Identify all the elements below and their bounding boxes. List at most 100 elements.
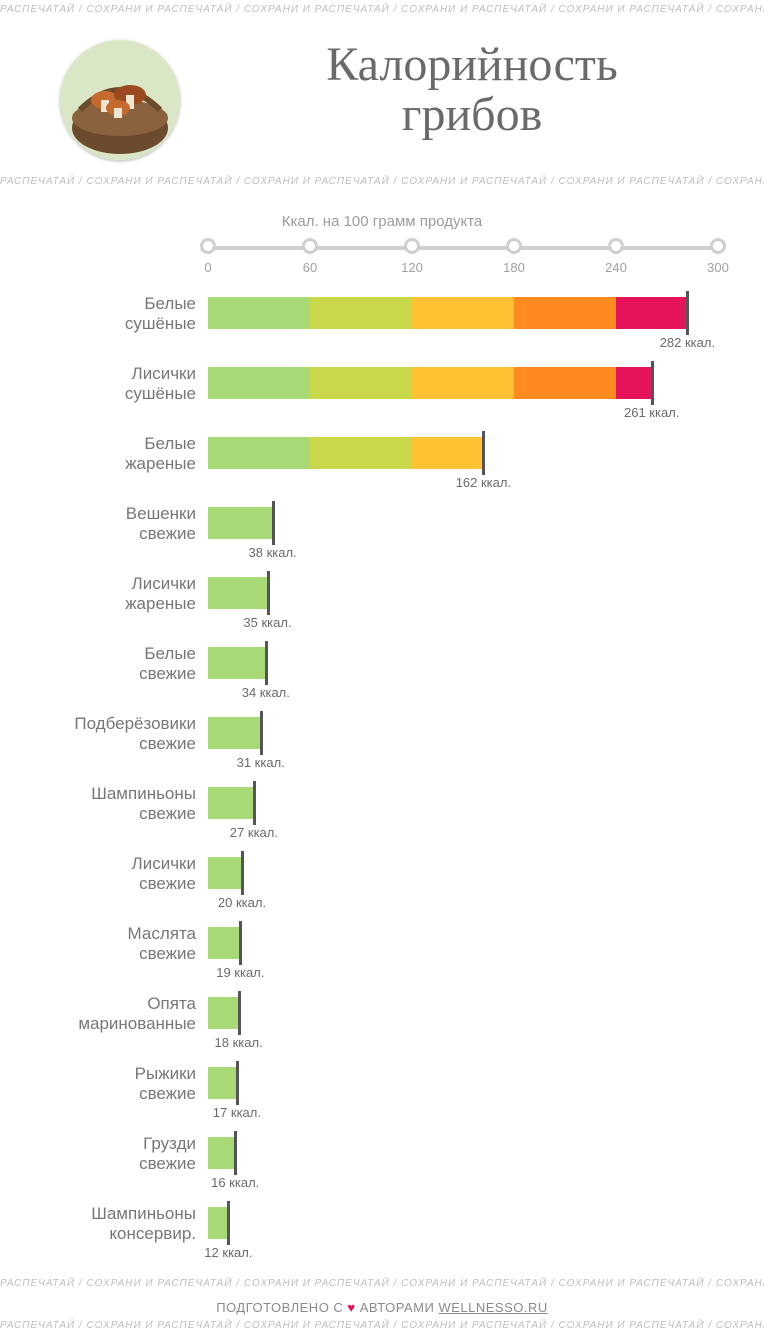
bar-endcap — [234, 1131, 237, 1175]
bar-value-label: 27 ккал. — [230, 825, 278, 840]
row-label: Лисичкижареные — [16, 574, 196, 613]
axis-line — [208, 246, 718, 250]
chart-row: Опятамаринованные18 ккал. — [0, 985, 764, 1055]
footer: ПОДГОТОВЛЕНО С ♥ АВТОРАМИ WELLNESSO.RU — [0, 1300, 764, 1315]
axis-tick-label: 0 — [204, 260, 211, 275]
bar-endcap — [238, 991, 241, 1035]
watermark-header-end: РАСПЕЧАТАЙ / СОХРАНИ И РАСПЕЧАТАЙ / СОХР… — [0, 172, 764, 191]
bar-endcap — [253, 781, 256, 825]
bar-segment — [208, 437, 310, 469]
bar-segment — [208, 997, 239, 1029]
chart-row: Рыжикисвежие 17 ккал. — [0, 1055, 764, 1125]
bar: 27 ккал. — [208, 787, 718, 819]
page-title: Калорийность грибов — [220, 40, 724, 141]
bar-value-label: 35 ккал. — [243, 615, 291, 630]
bar-segment — [616, 297, 687, 329]
chart-row: Шампиньоныконсервир. 12 ккал. — [0, 1195, 764, 1265]
bar-chart: Белыесушёные282 ккал.Лисичкисушёные261 к… — [0, 285, 764, 1265]
bar-endcap — [267, 571, 270, 615]
axis-tick-label: 60 — [303, 260, 317, 275]
row-label-line: Грузди — [16, 1134, 196, 1154]
footer-mid: АВТОРАМИ — [360, 1300, 439, 1315]
bar-segment — [310, 297, 412, 329]
row-label-line: свежие — [16, 944, 196, 964]
bar-segment — [208, 1207, 228, 1239]
bar-endcap — [239, 921, 242, 965]
row-label-line: Подберёзовики — [16, 714, 196, 734]
bar-value-label: 16 ккал. — [211, 1175, 259, 1190]
bar: 162 ккал. — [208, 437, 718, 469]
bar-endcap — [236, 1061, 239, 1105]
bar: 31 ккал. — [208, 717, 718, 749]
axis-tick — [710, 238, 726, 254]
bar: 12 ккал. — [208, 1207, 718, 1239]
chart-row: Вешенкисвежие38 ккал. — [0, 495, 764, 565]
row-label-line: Маслята — [16, 924, 196, 944]
chart-row: Лисичкижареные 35 ккал. — [0, 565, 764, 635]
bar-value-label: 34 ккал. — [242, 685, 290, 700]
bar: 35 ккал. — [208, 577, 718, 609]
row-label-line: маринованные — [16, 1014, 196, 1034]
bar-segment — [208, 717, 261, 749]
row-label-line: жареные — [16, 594, 196, 614]
row-label-line: Белые — [16, 644, 196, 664]
row-label-line: свежие — [16, 804, 196, 824]
chart-row: Белыежареные162 ккал. — [0, 425, 764, 495]
bar: 19 ккал. — [208, 927, 718, 959]
bar-segment — [208, 787, 254, 819]
bar-segment — [412, 437, 483, 469]
bar-endcap — [482, 431, 485, 475]
row-label: Маслятасвежие — [16, 924, 196, 963]
bar-value-label: 19 ккал. — [216, 965, 264, 980]
bar-segment — [514, 297, 616, 329]
bar-segment — [208, 297, 310, 329]
axis-tick-label: 300 — [707, 260, 729, 275]
bar-segment — [208, 1137, 235, 1169]
bar-segment — [208, 857, 242, 889]
row-label-line: Опята — [16, 994, 196, 1014]
axis-tick — [302, 238, 318, 254]
bar-segment — [208, 927, 240, 959]
bar-value-label: 31 ккал. — [237, 755, 285, 770]
heart-icon: ♥ — [347, 1300, 355, 1315]
bar-segment — [208, 577, 268, 609]
watermark-bottom: РАСПЕЧАТАЙ / СОХРАНИ И РАСПЕЧАТАЙ / СОХР… — [0, 1316, 764, 1335]
title-line-2: грибов — [220, 90, 724, 140]
bar-segment — [208, 647, 266, 679]
axis-tick-label: 180 — [503, 260, 525, 275]
axis-tick — [608, 238, 624, 254]
row-label: Шампиньоныконсервир. — [16, 1204, 196, 1243]
row-label: Рыжикисвежие — [16, 1064, 196, 1103]
bar-value-label: 17 ккал. — [213, 1105, 261, 1120]
bar-segment — [310, 367, 412, 399]
mushroom-basket-icon — [60, 40, 180, 160]
bar: 17 ккал. — [208, 1067, 718, 1099]
watermark-top: РАСПЕЧАТАЙ / СОХРАНИ И РАСПЕЧАТАЙ / СОХР… — [0, 0, 764, 19]
watermark-pre-footer: РАСПЕЧАТАЙ / СОХРАНИ И РАСПЕЧАТАЙ / СОХР… — [0, 1274, 764, 1293]
row-label-line: Шампиньоны — [16, 1204, 196, 1224]
row-label: Лисичкисвежие — [16, 854, 196, 893]
bar-value-label: 282 ккал. — [660, 335, 715, 350]
row-label: Опятамаринованные — [16, 994, 196, 1033]
row-label-line: Лисички — [16, 574, 196, 594]
row-label-line: свежие — [16, 1084, 196, 1104]
bar-value-label: 261 ккал. — [624, 405, 679, 420]
row-label-line: свежие — [16, 1154, 196, 1174]
row-label-line: Белые — [16, 434, 196, 454]
row-label-line: свежие — [16, 874, 196, 894]
row-label: Вешенкисвежие — [16, 504, 196, 543]
bar: 34 ккал. — [208, 647, 718, 679]
row-label: Белыесвежие — [16, 644, 196, 683]
bar-segment — [310, 437, 412, 469]
footer-site-link[interactable]: WELLNESSO.RU — [438, 1300, 547, 1315]
row-label-line: сушёные — [16, 314, 196, 334]
header-image — [60, 40, 180, 160]
axis-tick-label: 240 — [605, 260, 627, 275]
chart-row: Лисичкисвежие20 ккал. — [0, 845, 764, 915]
row-label: Лисичкисушёные — [16, 364, 196, 403]
row-label-line: Рыжики — [16, 1064, 196, 1084]
row-label: Белыесушёные — [16, 294, 196, 333]
bar-segment — [616, 367, 652, 399]
bar: 282 ккал. — [208, 297, 718, 329]
axis-tick — [506, 238, 522, 254]
